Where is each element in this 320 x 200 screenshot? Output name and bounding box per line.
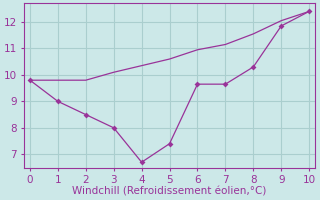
X-axis label: Windchill (Refroidissement éolien,°C): Windchill (Refroidissement éolien,°C) — [72, 187, 267, 197]
